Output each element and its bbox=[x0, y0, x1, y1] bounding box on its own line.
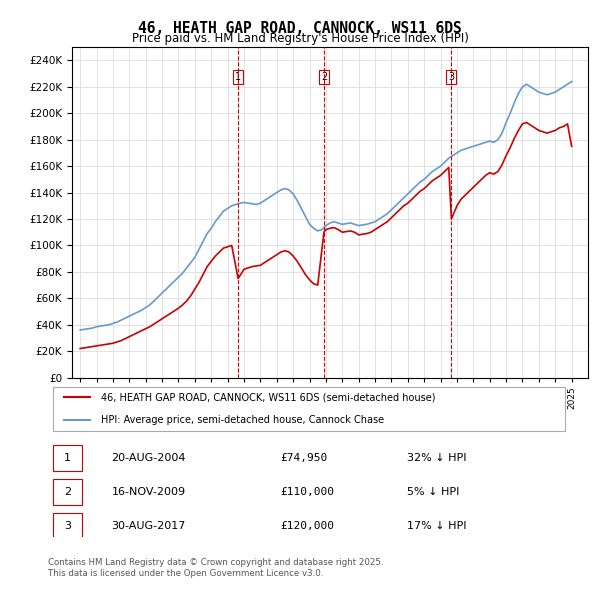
Text: This data is licensed under the Open Government Licence v3.0.: This data is licensed under the Open Gov… bbox=[48, 569, 323, 578]
Text: 5% ↓ HPI: 5% ↓ HPI bbox=[407, 487, 460, 497]
Text: 20-AUG-2004: 20-AUG-2004 bbox=[112, 453, 186, 463]
Text: Contains HM Land Registry data © Crown copyright and database right 2025.: Contains HM Land Registry data © Crown c… bbox=[48, 558, 383, 566]
Text: 2: 2 bbox=[64, 487, 71, 497]
Text: 2: 2 bbox=[321, 72, 327, 82]
FancyBboxPatch shape bbox=[53, 513, 82, 539]
Text: £74,950: £74,950 bbox=[280, 453, 328, 463]
FancyBboxPatch shape bbox=[53, 445, 82, 471]
Text: HPI: Average price, semi-detached house, Cannock Chase: HPI: Average price, semi-detached house,… bbox=[101, 415, 384, 425]
Text: 32% ↓ HPI: 32% ↓ HPI bbox=[407, 453, 467, 463]
Text: 46, HEATH GAP ROAD, CANNOCK, WS11 6DS: 46, HEATH GAP ROAD, CANNOCK, WS11 6DS bbox=[138, 21, 462, 35]
Text: 1: 1 bbox=[64, 453, 71, 463]
Text: 3: 3 bbox=[448, 72, 454, 82]
Text: £110,000: £110,000 bbox=[280, 487, 334, 497]
Text: £120,000: £120,000 bbox=[280, 521, 334, 531]
Text: Price paid vs. HM Land Registry's House Price Index (HPI): Price paid vs. HM Land Registry's House … bbox=[131, 32, 469, 45]
Text: 17% ↓ HPI: 17% ↓ HPI bbox=[407, 521, 467, 531]
Text: 30-AUG-2017: 30-AUG-2017 bbox=[112, 521, 186, 531]
Text: 16-NOV-2009: 16-NOV-2009 bbox=[112, 487, 185, 497]
Text: 1: 1 bbox=[235, 72, 241, 82]
Text: 3: 3 bbox=[64, 521, 71, 531]
FancyBboxPatch shape bbox=[53, 478, 82, 505]
FancyBboxPatch shape bbox=[53, 387, 565, 431]
Text: 46, HEATH GAP ROAD, CANNOCK, WS11 6DS (semi-detached house): 46, HEATH GAP ROAD, CANNOCK, WS11 6DS (s… bbox=[101, 392, 436, 402]
